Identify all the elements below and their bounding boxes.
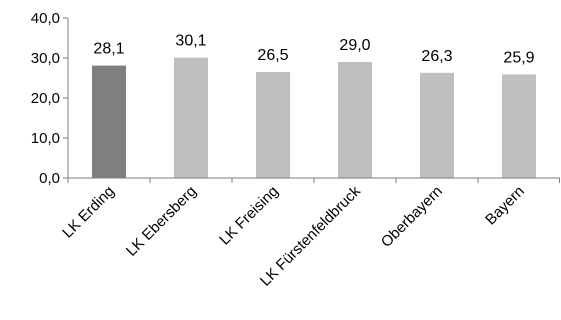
bar: [502, 74, 536, 178]
data-label: 26,5: [257, 47, 288, 64]
data-label: 28,1: [93, 41, 124, 58]
bar: [174, 57, 208, 178]
y-tick-label: 0,0: [39, 170, 60, 187]
bar: [256, 72, 290, 178]
data-label: 29,0: [339, 37, 370, 54]
bar: [338, 62, 372, 178]
data-label: 25,9: [503, 49, 534, 66]
bars: [92, 57, 536, 178]
category-label: LK Erding: [59, 183, 118, 242]
category-label: Oberbayern: [378, 183, 446, 251]
y-tick-label: 30,0: [31, 50, 60, 67]
y-tick-label: 20,0: [31, 90, 60, 107]
data-label: 30,1: [175, 33, 206, 50]
y-tick-label: 40,0: [31, 10, 60, 27]
data-labels: 28,1 30,1 26,5 29,0 26,3 25,9: [93, 33, 534, 67]
data-label: 26,3: [421, 48, 452, 65]
category-label: LK Freising: [216, 183, 282, 249]
category-label: LK Ebersberg: [123, 183, 200, 260]
category-label: Bayern: [482, 183, 528, 229]
bar: [92, 65, 126, 178]
bar: [420, 72, 454, 178]
y-axis: 0,0 10,0 20,0 30,0 40,0: [31, 10, 69, 187]
y-tick-label: 10,0: [31, 130, 60, 147]
